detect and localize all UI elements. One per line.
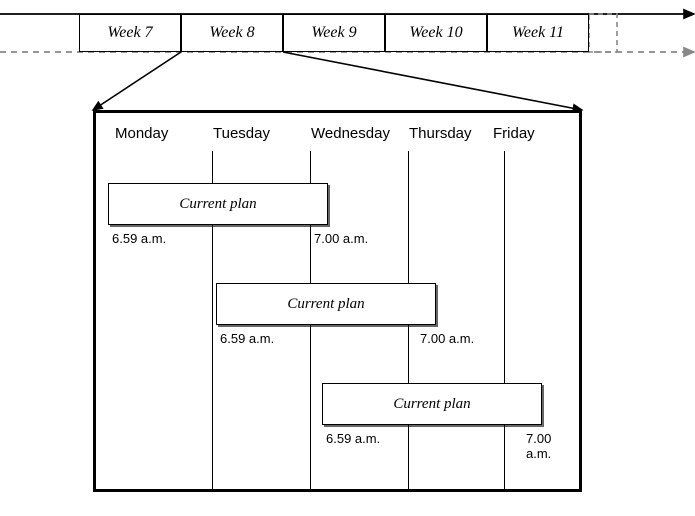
plan-bar: Current plan [322, 383, 542, 425]
day-label: Friday [493, 125, 589, 142]
plan-bar-label: Current plan [287, 296, 364, 313]
timeline-week-label: Week 11 [512, 24, 564, 42]
day-divider [504, 151, 505, 489]
plan-bar-label: Current plan [393, 396, 470, 413]
day-label: Wednesday [311, 125, 407, 142]
time-start-label: 6.59 a.m. [112, 231, 166, 246]
day-label: Thursday [409, 125, 505, 142]
time-start-label: 6.59 a.m. [326, 431, 380, 446]
timeline-week-box: Week 11 [487, 14, 589, 52]
timeline-week-label: Week 10 [409, 24, 462, 42]
plan-bar-label: Current plan [179, 196, 256, 213]
timeline-week-label: Week 7 [107, 24, 152, 42]
day-label: Tuesday [213, 125, 309, 142]
timeline-week-box: Week 7 [79, 14, 181, 52]
timeline: Week 7 Week 8 Week 9 Week 10 Week 11 [0, 14, 695, 66]
plan-bar: Current plan [108, 183, 328, 225]
time-end-label: 7.00 a.m. [526, 431, 579, 461]
timeline-week-box: Week 9 [283, 14, 385, 52]
week-detail-box: MondayTuesdayWednesdayThursdayFridayCurr… [93, 110, 582, 492]
time-end-label: 7.00 a.m. [420, 331, 474, 346]
time-end-label: 7.00 a.m. [314, 231, 368, 246]
timeline-week-label: Week 9 [311, 24, 356, 42]
timeline-week-label: Week 8 [209, 24, 254, 42]
day-label: Monday [115, 125, 211, 142]
timeline-week-box: Week 10 [385, 14, 487, 52]
timeline-week-box: Week 8 [181, 14, 283, 52]
plan-bar: Current plan [216, 283, 436, 325]
time-start-label: 6.59 a.m. [220, 331, 274, 346]
